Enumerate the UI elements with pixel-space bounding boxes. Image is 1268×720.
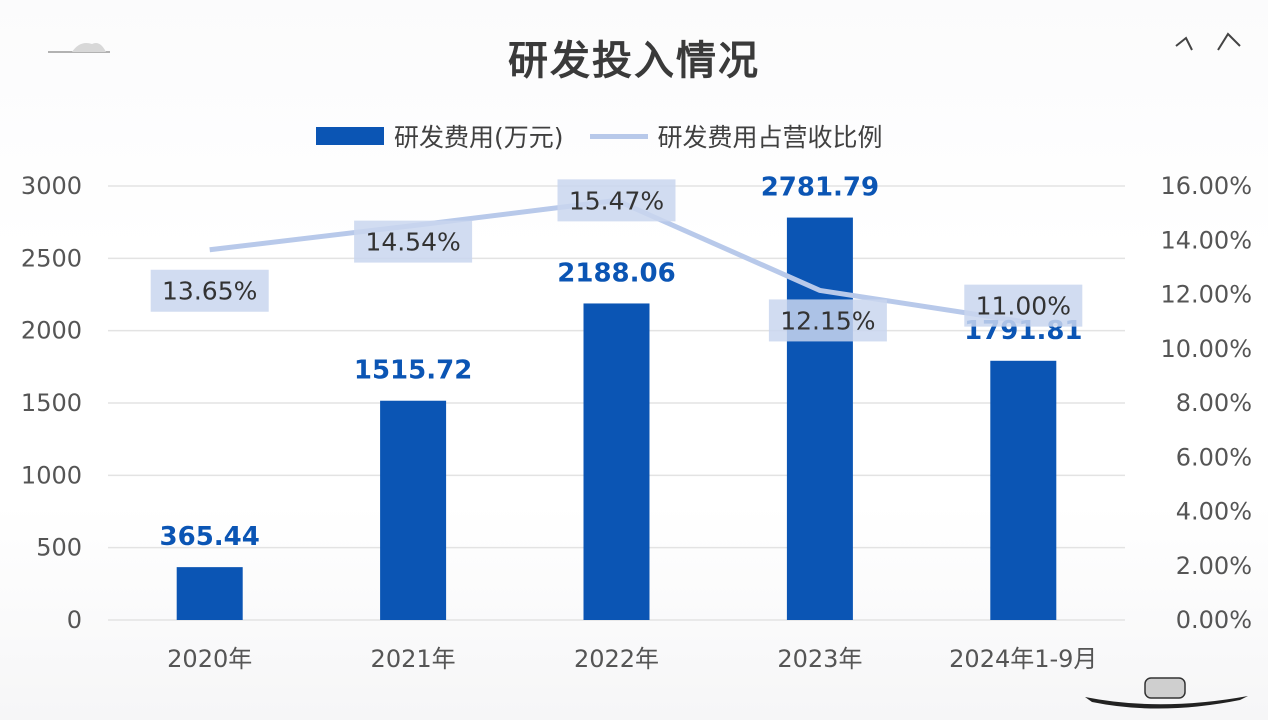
legend-bar-label: 研发费用(万元) [394,123,564,152]
y-right-tick-label: 6.00% [1176,443,1252,471]
legend-line-swatch [589,133,648,139]
ratio-label-box [354,220,473,263]
y-left-tick-label: 0 [67,606,82,634]
y-right-tick-label: 12.00% [1160,281,1252,309]
ratio-data-label: 11.00% [976,292,1071,321]
bar-data-label: 365.44 [160,522,260,552]
y-left-tick-label: 2500 [21,244,82,272]
bar-data-label: 2188.06 [557,258,675,288]
bar-data-label: 2781.79 [761,173,879,203]
ratio-label-box [150,269,269,312]
y-right-tick-label: 4.00% [1176,498,1252,526]
x-tick-label: 2024年1-9月 [949,645,1097,673]
axis-layer: 0 500 1000 1500 2000 2500 3000 0.00% 2.00% 4.00% 6… [21,172,1252,673]
y-left-tick-label: 1000 [21,461,82,489]
boat-decoration-icon [1085,677,1248,709]
legend-bar-swatch [316,127,384,145]
legend-line-label: 研发费用占营收比例 [657,123,883,152]
bar-data-label: 1515.72 [354,356,472,386]
birds-decoration-icon [1175,32,1241,51]
y-left-tick-label: 500 [36,534,82,562]
bar [380,400,447,620]
y-right-tick-label: 10.00% [1160,335,1252,363]
cloud-decoration-icon [48,43,110,53]
y-right-tick-label: 0.00% [1176,606,1252,634]
y-right-tick-label: 14.00% [1160,226,1252,254]
chart-legend: 研发费用(万元) 研发费用占营收比例 [316,118,883,154]
x-tick-label: 2022年 [574,645,659,673]
y-right-tick-label: 8.00% [1176,389,1252,417]
x-tick-label: 2020年 [167,645,252,673]
y-right-tick-label: 16.00% [1160,172,1252,200]
x-tick-label: 2023年 [777,645,862,673]
labels-layer: 365.441515.722188.062781.791791.8113.65%… [150,173,1083,552]
ratio-data-label: 14.54% [365,228,460,257]
ratio-data-label: 13.65% [162,277,257,306]
chart-title: 研发投入情况 [508,38,760,84]
bar [583,303,650,620]
ratio-data-label: 12.15% [780,306,875,335]
ratio-label-box [557,179,676,222]
y-left-tick-label: 1500 [21,389,82,417]
bar [176,567,243,620]
bar [990,360,1057,620]
y-left-tick-label: 3000 [21,172,82,200]
y-left-tick-label: 2000 [21,317,82,345]
bars-layer [176,217,1057,620]
ratio-label-box [768,299,887,342]
ratio-data-label: 15.47% [569,186,664,215]
bar [786,217,853,620]
x-tick-label: 2021年 [371,645,456,673]
ratio-label-box [964,284,1083,327]
y-right-tick-label: 2.00% [1176,552,1252,580]
